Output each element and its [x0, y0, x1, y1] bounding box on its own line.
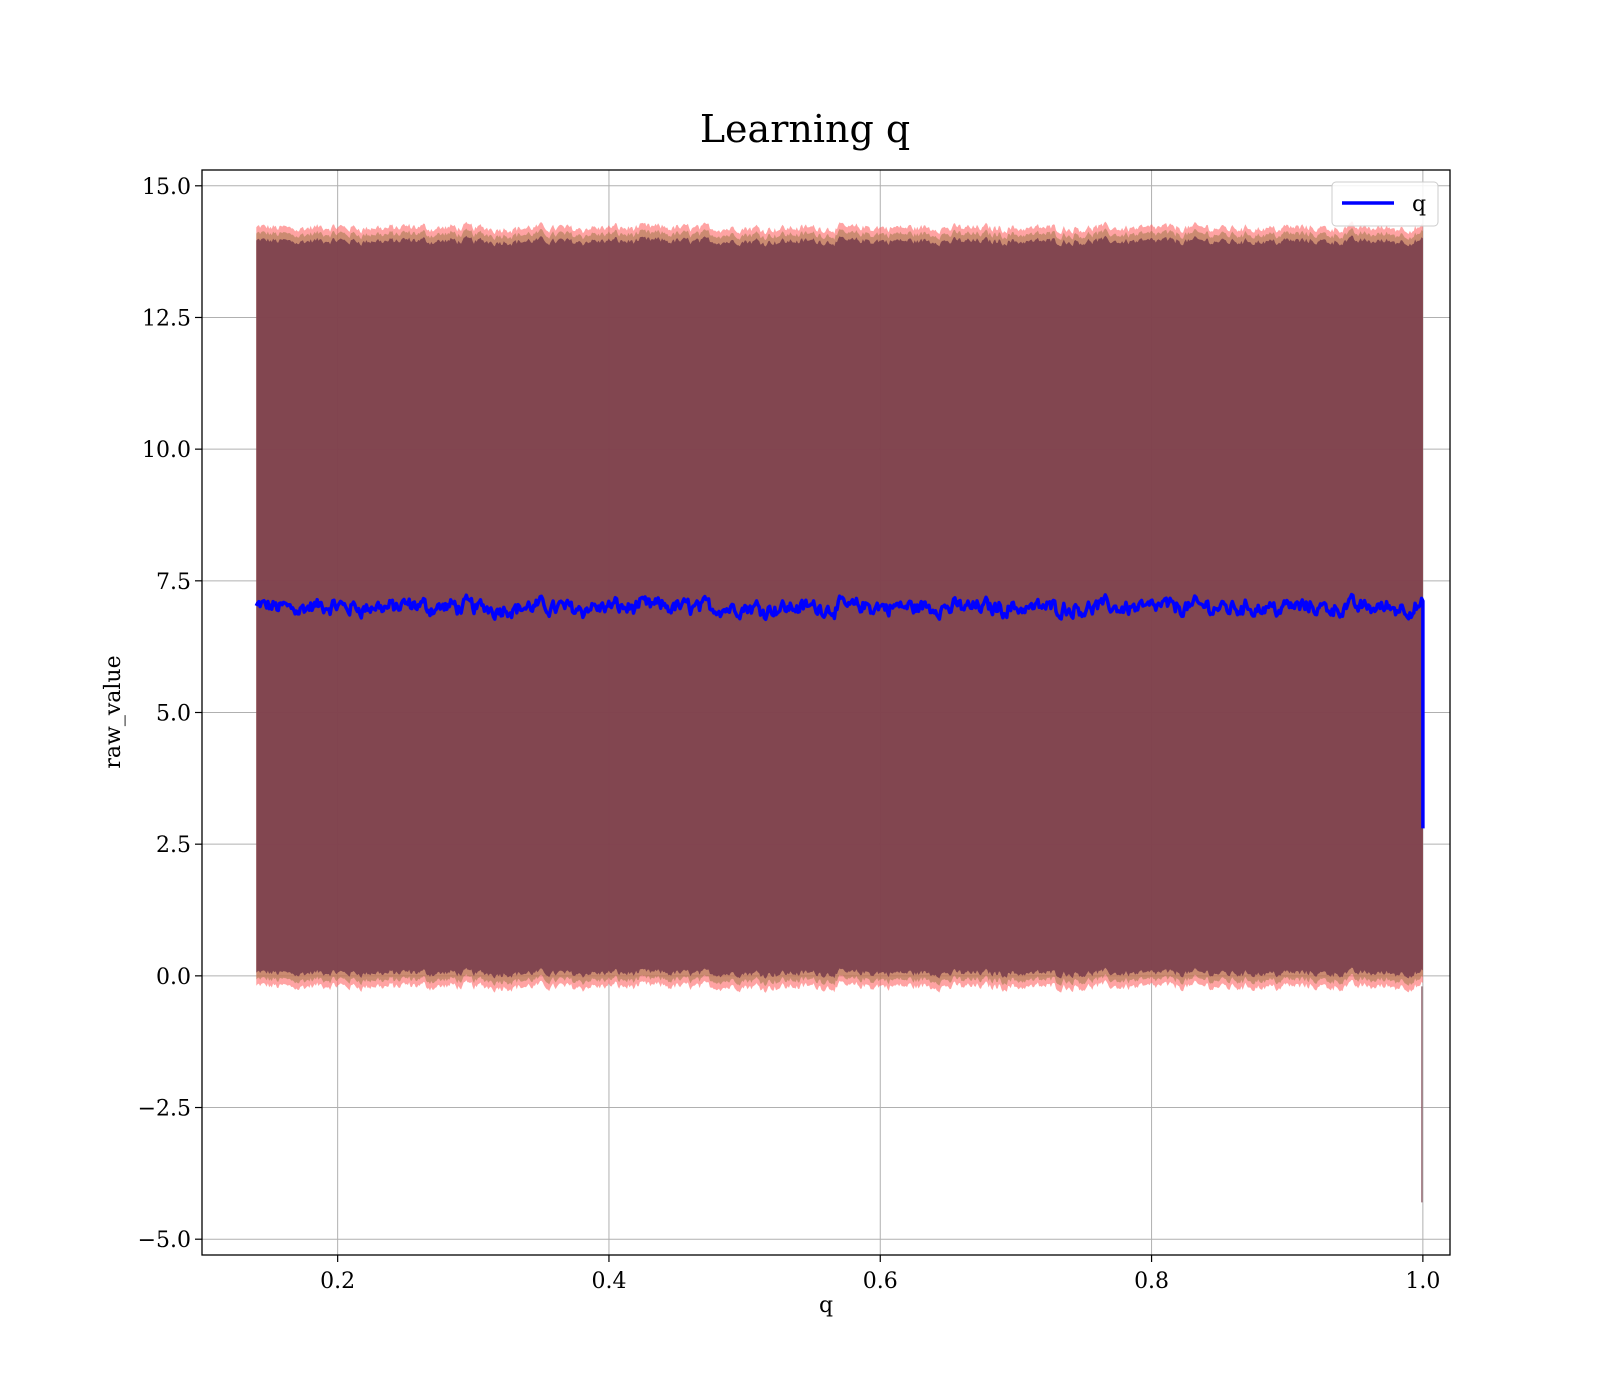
x-tick-label: 0.2 [320, 1269, 355, 1294]
y-tick-label: 2.5 [156, 833, 191, 858]
y-tick-label: 15.0 [142, 175, 191, 200]
x-axis-label: q [819, 1293, 833, 1318]
legend[interactable]: q [1331, 181, 1439, 227]
chart-title: Learning q [700, 107, 910, 151]
confidence-bands [256, 221, 1423, 1203]
y-tick-label: 7.5 [156, 570, 191, 595]
x-tick-label: 0.4 [591, 1269, 626, 1294]
inner-band [256, 235, 1423, 979]
y-axis-ticks: −5.0 −2.5 0.0 2.5 5.0 7.5 10.0 12.5 15.0 [138, 175, 202, 1253]
series-line-q [254, 592, 1425, 829]
y-tick-label: −2.5 [138, 1097, 191, 1122]
x-tick-label: 0.6 [863, 1269, 898, 1294]
x-tick-label: 0.8 [1134, 1269, 1169, 1294]
y-tick-label: 12.5 [142, 306, 191, 331]
x-axis-ticks: 0.2 0.4 0.6 0.8 1.0 [320, 1255, 1440, 1294]
y-tick-label: 5.0 [156, 702, 191, 727]
x-tick-label: 1.0 [1405, 1269, 1440, 1294]
y-tick-label: −5.0 [138, 1228, 191, 1253]
y-tick-label: 10.0 [142, 438, 191, 463]
y-tick-label: 0.0 [156, 965, 191, 990]
y-axis-label: raw_value [101, 655, 126, 768]
series-lines [254, 592, 1425, 829]
legend-label-q: q [1412, 192, 1426, 217]
